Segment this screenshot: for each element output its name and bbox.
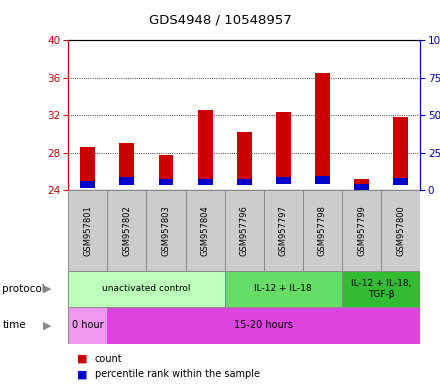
- Bar: [237, 132, 252, 185]
- Text: percentile rank within the sample: percentile rank within the sample: [95, 369, 260, 379]
- Bar: [81, 147, 95, 188]
- Text: GSM957798: GSM957798: [318, 205, 327, 256]
- Bar: [381, 190, 420, 271]
- Text: count: count: [95, 354, 122, 364]
- Text: IL-12 + IL-18: IL-12 + IL-18: [254, 285, 312, 293]
- Bar: [158, 179, 173, 185]
- Bar: [107, 190, 147, 271]
- Text: time: time: [2, 320, 26, 331]
- Bar: [342, 190, 381, 271]
- Bar: [276, 177, 291, 184]
- Bar: [264, 190, 303, 271]
- Bar: [237, 179, 252, 185]
- Bar: [119, 143, 134, 185]
- Text: GSM957796: GSM957796: [240, 205, 249, 256]
- Bar: [354, 184, 369, 192]
- Bar: [198, 179, 213, 185]
- Text: unactivated control: unactivated control: [102, 285, 191, 293]
- Bar: [354, 179, 369, 192]
- Bar: [393, 178, 408, 185]
- Text: GSM957803: GSM957803: [161, 205, 170, 256]
- Text: 15-20 hours: 15-20 hours: [235, 320, 293, 331]
- Bar: [393, 117, 408, 185]
- Bar: [315, 176, 330, 184]
- Bar: [198, 109, 213, 185]
- Text: GSM957800: GSM957800: [396, 205, 405, 256]
- Text: IL-12 + IL-18,
TGF-β: IL-12 + IL-18, TGF-β: [351, 279, 411, 299]
- Text: GSM957801: GSM957801: [83, 205, 92, 256]
- Bar: [315, 73, 330, 184]
- Bar: [147, 190, 186, 271]
- Bar: [342, 271, 420, 307]
- Text: ■: ■: [77, 369, 88, 379]
- Text: ▶: ▶: [43, 284, 51, 294]
- Bar: [107, 307, 420, 344]
- Text: ▶: ▶: [43, 320, 51, 331]
- Text: GSM957802: GSM957802: [122, 205, 132, 256]
- Text: protocol: protocol: [2, 284, 45, 294]
- Bar: [158, 156, 173, 185]
- Text: GSM957804: GSM957804: [201, 205, 209, 256]
- Text: GDS4948 / 10548957: GDS4948 / 10548957: [149, 13, 291, 26]
- Text: GSM957797: GSM957797: [279, 205, 288, 256]
- Bar: [276, 113, 291, 184]
- Text: ■: ■: [77, 354, 88, 364]
- Bar: [303, 190, 342, 271]
- Bar: [68, 190, 107, 271]
- Bar: [68, 271, 225, 307]
- Bar: [186, 190, 225, 271]
- Bar: [68, 307, 107, 344]
- Text: 0 hour: 0 hour: [72, 320, 103, 331]
- Bar: [225, 271, 342, 307]
- Bar: [225, 190, 264, 271]
- Bar: [81, 181, 95, 188]
- Bar: [119, 177, 134, 185]
- Text: GSM957799: GSM957799: [357, 205, 366, 256]
